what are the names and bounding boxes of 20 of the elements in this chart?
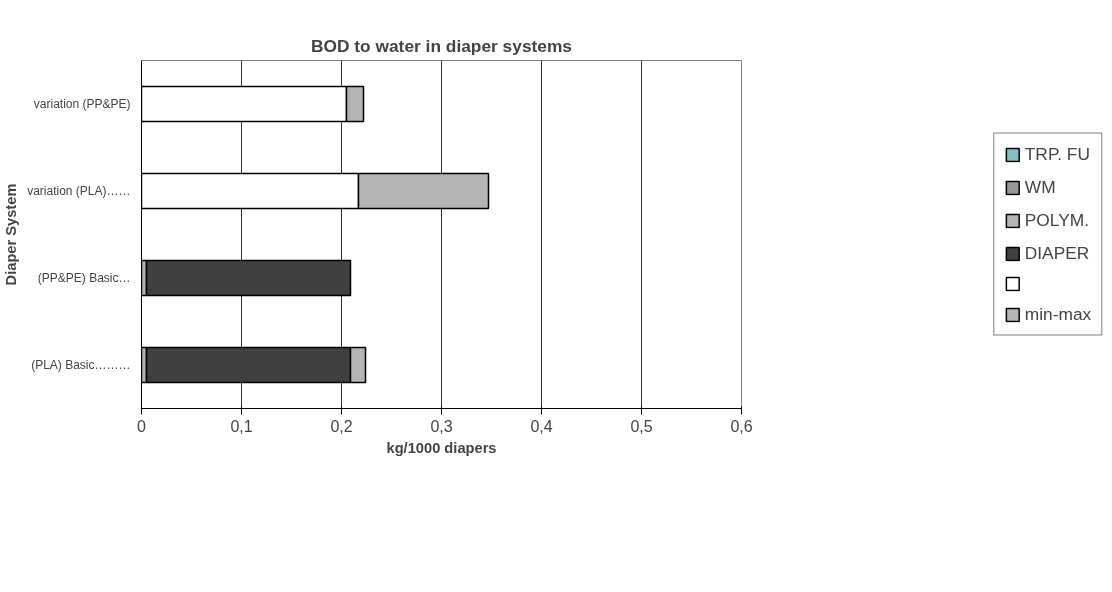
bar [145, 259, 352, 297]
chart-title: BOD to water in diaper systems [311, 35, 572, 56]
y-tick-label: variation (PLA)…… [27, 184, 131, 198]
y-tick-label: (PP&PE) Basic… [37, 271, 131, 285]
y-axis-title: Diaper System [3, 183, 20, 286]
x-tick-label: 0,3 [430, 417, 453, 435]
legend-label: POLYM. [1024, 209, 1089, 231]
legend-label: WM [1024, 176, 1056, 198]
x-tick-label: 0,5 [630, 417, 653, 435]
y-tick-label: (PLA) Basic……… [31, 358, 131, 372]
legend-label: min-max [1024, 303, 1092, 325]
legend-label: TRP. FU [1024, 143, 1090, 165]
legend-label: DIAPER [1024, 242, 1090, 264]
x-tick-label: 0,4 [530, 417, 553, 435]
y-tick-label: variation (PP&PE) [33, 97, 131, 111]
x-axis-title: kg/1000 diapers [386, 439, 497, 456]
x-tick-label: 0,1 [230, 417, 253, 435]
x-tick-label: 0,6 [730, 417, 753, 435]
x-tick-label: 0,2 [330, 417, 353, 435]
x-tick-label: 0 [137, 417, 147, 435]
